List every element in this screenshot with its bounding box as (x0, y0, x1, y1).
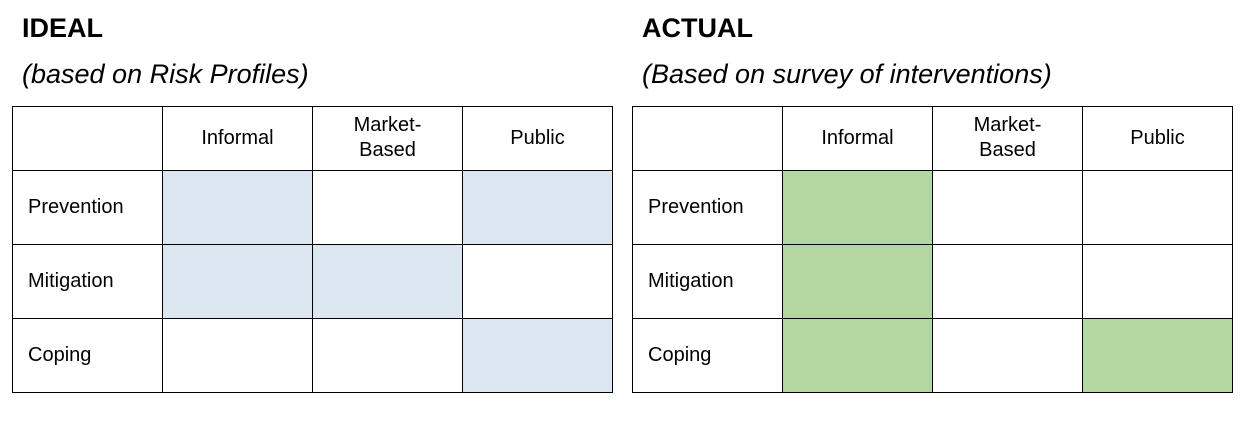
column-header-label: Public (1130, 126, 1185, 149)
matrix-cell (932, 243, 1083, 319)
matrix-cell (932, 169, 1083, 245)
ideal-title: IDEAL (22, 13, 103, 43)
matrix-cell (312, 243, 463, 319)
row-label-coping: Coping (12, 317, 163, 393)
matrix-cell (1082, 317, 1233, 393)
row-label-mitigation: Mitigation (632, 243, 783, 319)
row-label-prevention: Prevention (12, 169, 163, 245)
column-header-informal: Informal (162, 105, 313, 171)
column-header-label: Public (510, 126, 565, 149)
matrix-cell (162, 243, 313, 319)
column-header-label: Informal (201, 126, 274, 149)
table-row-prevention: Prevention (632, 169, 1233, 245)
column-header-label: Informal (821, 126, 894, 149)
ideal-subtitle: (based on Risk Profiles) (22, 59, 309, 90)
actual-subtitle: (Based on survey of interventions) (642, 59, 1052, 90)
table-row-mitigation: Mitigation (632, 243, 1233, 319)
table-row-coping: Coping (632, 317, 1233, 393)
matrix-cell (1082, 243, 1233, 319)
matrix-cell (932, 317, 1083, 393)
corner-cell (12, 105, 163, 171)
column-header-informal: Informal (782, 105, 933, 171)
matrix-cell (782, 169, 933, 245)
matrix-cell (312, 169, 463, 245)
row-label-coping: Coping (632, 317, 783, 393)
row-label-prevention: Prevention (632, 169, 783, 245)
matrix-cell (782, 317, 933, 393)
column-header-public: Public (1082, 105, 1233, 171)
column-header-public: Public (462, 105, 613, 171)
matrix-cell (462, 169, 613, 245)
header-row: Informal Market-Based Public (632, 105, 1233, 171)
table-row-mitigation: Mitigation (12, 243, 613, 319)
matrix-cell (162, 169, 313, 245)
table-row-prevention: Prevention (12, 169, 613, 245)
actual-panel: ACTUAL (Based on survey of interventions… (632, 12, 1234, 393)
table-row-coping: Coping (12, 317, 613, 393)
matrix-cell (162, 317, 313, 393)
column-header-market-based: Market-Based (312, 105, 463, 171)
matrix-cell (1082, 169, 1233, 245)
header-row: Informal Market-Based Public (12, 105, 613, 171)
actual-matrix-table: Informal Market-Based Public Prevention … (632, 105, 1233, 393)
matrix-cell (782, 243, 933, 319)
matrix-cell (312, 317, 463, 393)
column-header-label: Market-Based (353, 114, 422, 162)
ideal-panel: IDEAL (based on Risk Profiles) Informal … (12, 12, 614, 393)
row-label-mitigation: Mitigation (12, 243, 163, 319)
ideal-matrix-table: Informal Market-Based Public Prevention … (12, 105, 613, 393)
matrix-cell (462, 243, 613, 319)
matrix-cell (462, 317, 613, 393)
column-header-market-based: Market-Based (932, 105, 1083, 171)
column-header-label: Market-Based (973, 114, 1042, 162)
actual-title: ACTUAL (642, 13, 753, 43)
corner-cell (632, 105, 783, 171)
